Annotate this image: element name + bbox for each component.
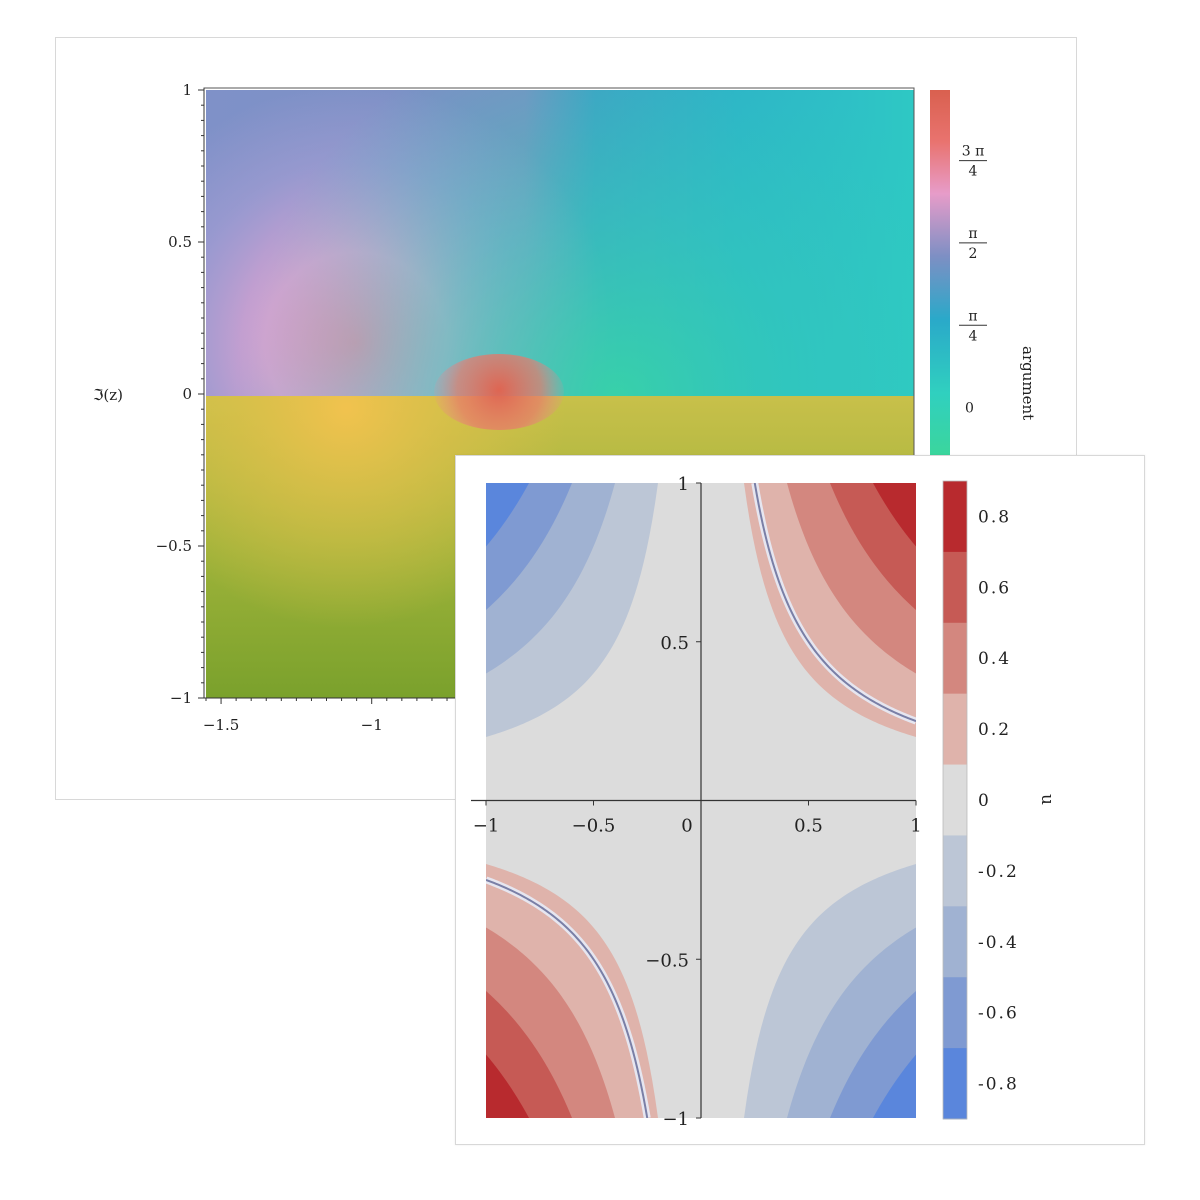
colorbar-swatch — [943, 764, 967, 836]
colorbar-swatch — [943, 481, 967, 553]
colorbar-tick-denominator: 4 — [969, 328, 978, 344]
highlighted-contour-lines — [486, 483, 916, 1118]
colorbar-label-argument: argument — [1019, 346, 1037, 420]
colorbar-swatch — [943, 835, 967, 907]
x-tick-label: 0.5 — [794, 816, 823, 837]
colorbar-tick-label: 0.4 — [978, 649, 1011, 669]
contour-band-negative — [486, 483, 529, 547]
colorbar-label-u: u — [1037, 794, 1057, 805]
y-tick-label: 0.5 — [168, 233, 192, 251]
argument-plot-area — [206, 90, 914, 698]
teal-hue-region — [206, 90, 914, 396]
contour-axes: −1 −0.5 0 0.5 1 1 0.5 −0.5 −1 — [471, 474, 922, 1130]
colorbar-tick-label: -0.6 — [978, 1004, 1019, 1024]
colorbar-tick: π2 — [959, 226, 987, 262]
colorbar-swatch — [943, 622, 967, 695]
colorbar-tick-label: 0.2 — [978, 720, 1011, 740]
contour-filled-regions — [486, 483, 916, 1118]
colorbar-tick-label: -0.8 — [978, 1075, 1019, 1095]
y-axis-label: ℑ(z) — [93, 386, 123, 404]
colorbar-tick-label: 0.6 — [978, 578, 1011, 598]
x-tick-label: −0.5 — [572, 816, 616, 837]
x-tick-label: −1.5 — [203, 716, 239, 734]
y-tick-label: 1 — [182, 81, 192, 99]
colorbar-tick-denominator: 4 — [969, 164, 978, 180]
colorbar-swatch — [943, 693, 967, 766]
contour-band-positive — [486, 1054, 529, 1118]
colorbar-tick-label: 0 — [965, 401, 974, 417]
colorbar-tick: π4 — [959, 308, 987, 344]
colorbar-frame — [942, 480, 968, 1120]
colorbar-swatch — [943, 906, 967, 978]
colorbar-tick-label: 0 — [978, 791, 991, 811]
colorbar-swatch — [943, 551, 967, 624]
contour-band-positive — [873, 483, 916, 547]
y-tick-label: −0.5 — [645, 950, 689, 971]
contour-plot: −1 −0.5 0 0.5 1 1 0.5 −0.5 −1 0.8 0.6 0.4 0.2 0 -0.2 -… — [471, 474, 1057, 1130]
contour-plot-panel: −1 −0.5 0 0.5 1 1 0.5 −0.5 −1 0.8 0.6 0.4 0.2 0 -0.2 -… — [455, 455, 1145, 1145]
singularity-red-region — [434, 354, 564, 430]
colorbar-tick: 0 — [965, 401, 974, 417]
y-tick-label: −1 — [170, 689, 192, 707]
highlight-contour-line — [753, 483, 916, 723]
colorbar-tick-numerator: 3 π — [962, 144, 985, 160]
argument-colorbar — [930, 90, 950, 460]
y-axis: 1 0.5 0 −0.5 −1 — [156, 81, 205, 707]
colorbar-swatch — [943, 977, 967, 1049]
contour-colorbar: 0.8 0.6 0.4 0.2 0 -0.2 -0.4 -0.6 -0.8 — [942, 480, 1019, 1120]
x-tick-label: −1 — [361, 716, 383, 734]
colorbar-swatch — [943, 1048, 967, 1120]
colorbar-tick-numerator: π — [968, 308, 977, 324]
colorbar-tick: 3 π4 — [959, 144, 987, 180]
colorbar-tick-label: -0.2 — [978, 862, 1019, 882]
x-tick-label: −1 — [473, 816, 500, 837]
y-tick-label: −1 — [662, 1109, 689, 1130]
contour-band-negative — [873, 1054, 916, 1118]
x-tick-label: 1 — [910, 816, 921, 837]
colorbar-tick-denominator: 2 — [969, 246, 978, 262]
colorbar-tick-numerator: π — [968, 226, 977, 242]
y-tick-label: −0.5 — [156, 537, 192, 555]
colorbar-tick-label: 0.8 — [978, 507, 1011, 527]
y-tick-label: 0.5 — [660, 633, 689, 654]
highlight-contour-line — [486, 878, 649, 1118]
y-tick-label: 0 — [182, 385, 192, 403]
colorbar-tick-label: -0.4 — [978, 933, 1019, 953]
x-tick-label: 0 — [681, 816, 692, 837]
y-tick-label: 1 — [678, 474, 689, 495]
